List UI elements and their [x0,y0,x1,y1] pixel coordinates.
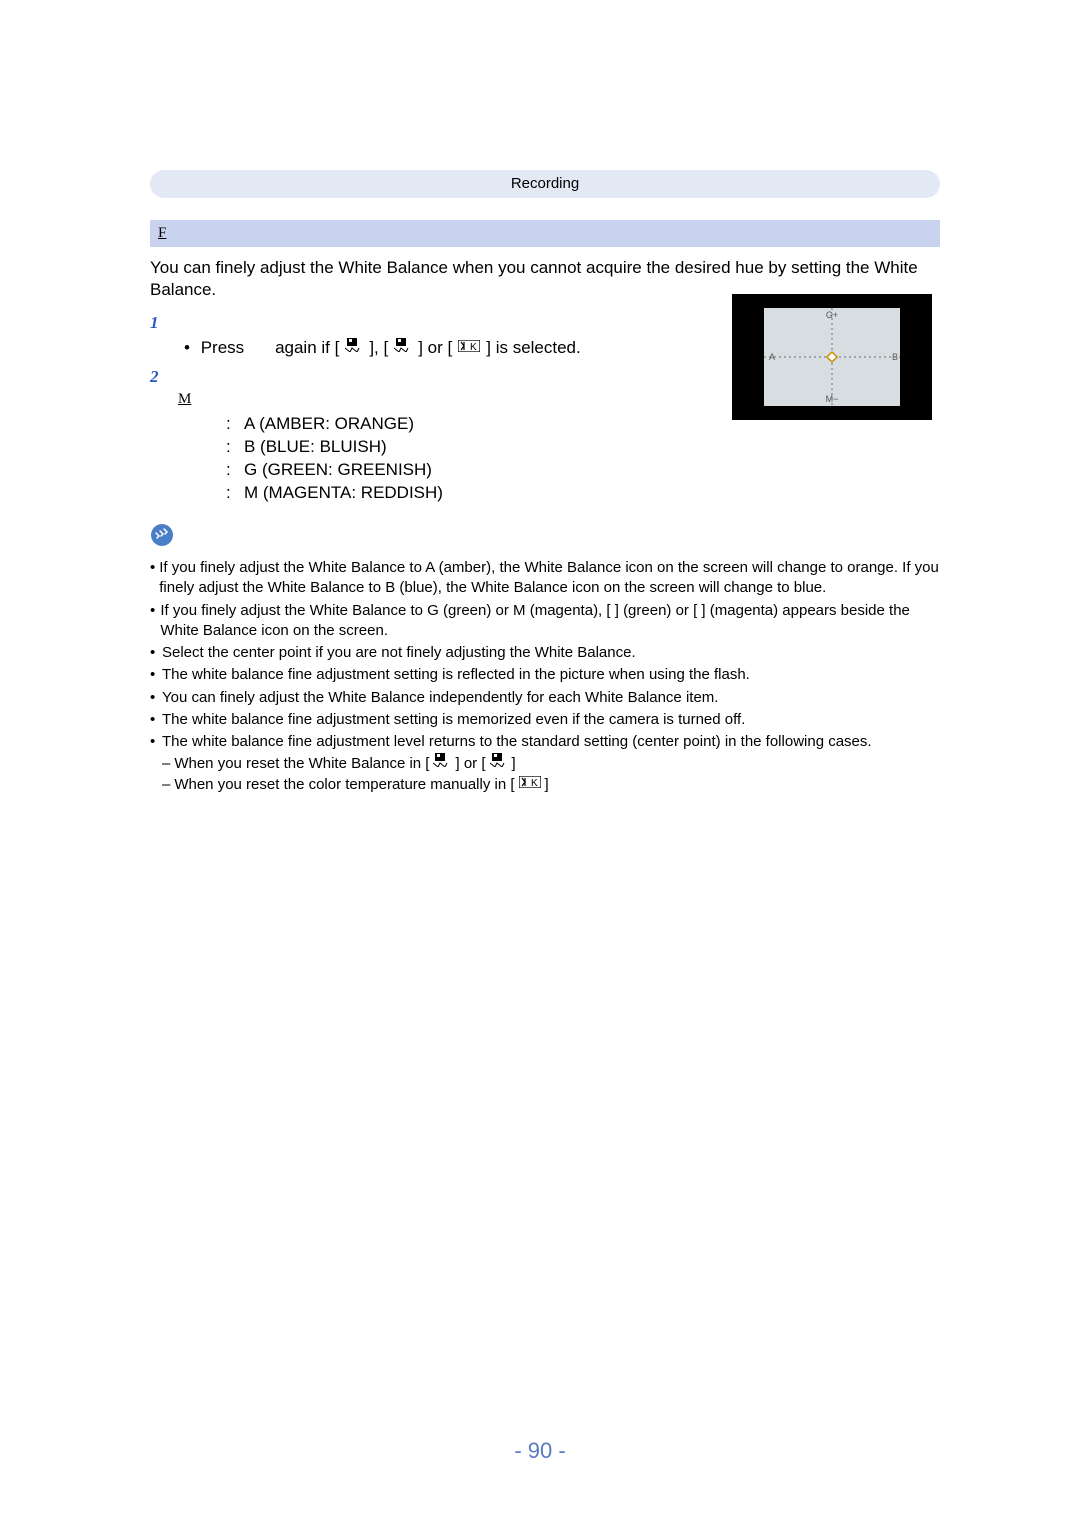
note-7b: – When you reset the color temperature m… [162,775,940,795]
step-2-m-glyph: M [178,389,590,409]
notes-icon [150,523,940,554]
note-7: The white balance fine adjustment level … [162,732,872,752]
svg-text:M−: M− [826,394,839,404]
note-4: The white balance fine adjustment settin… [162,665,750,685]
note-3: Select the center point if you are not f… [162,643,636,663]
dir-a: A (AMBER: ORANGE) [244,413,590,436]
step-1-press: Press [201,337,244,360]
note-7a: – When you reset the White Balance in [ … [162,754,940,774]
bullet-list: •If you finely adjust the White Balance … [150,558,940,795]
note-5: You can finely adjust the White Balance … [162,688,718,708]
step-number-2: 2 [150,366,164,389]
wb-set2-icon-small [490,753,508,773]
wb-k-icon-small: K [519,774,541,794]
wb-set1-icon-small [433,753,451,773]
note-6: The white balance fine adjustment settin… [162,710,745,730]
page-number: - 90 - [0,1436,1080,1466]
step-1-again: again if [ [275,337,339,360]
note-1: If you finely adjust the White Balance t… [159,558,940,599]
step-1-end: ] is selected. [486,337,581,360]
step-1-detail: • Press again if [ ], [ ] or [ K ] is se… [184,337,590,360]
step-1-mid2: ] or [ [418,337,452,360]
wb-adjust-diagram: G+ M− A B [732,294,932,420]
dir-b: B (BLUE: BLUISH) [244,436,590,459]
direction-table: : A (AMBER: ORANGE) : B (BLUE: BLUISH) :… [206,413,590,505]
svg-text:K: K [531,778,538,788]
svg-text:G+: G+ [826,310,838,320]
note-2: If you finely adjust the White Balance t… [160,601,940,642]
step-number-1: 1 [150,312,164,335]
wb-k-icon: K [458,336,480,359]
category-header: Recording [150,170,940,198]
wb-set1-icon [345,336,363,359]
svg-text:K: K [470,342,477,352]
step-1-mid1: ], [ [369,337,388,360]
svg-text:B: B [892,352,898,362]
dir-m: M (MAGENTA: REDDISH) [244,482,590,505]
svg-text:A: A [769,352,775,362]
wb-set2-icon [394,336,412,359]
subsection-header: F [150,220,940,246]
dir-g: G (GREEN: GREENISH) [244,459,590,482]
